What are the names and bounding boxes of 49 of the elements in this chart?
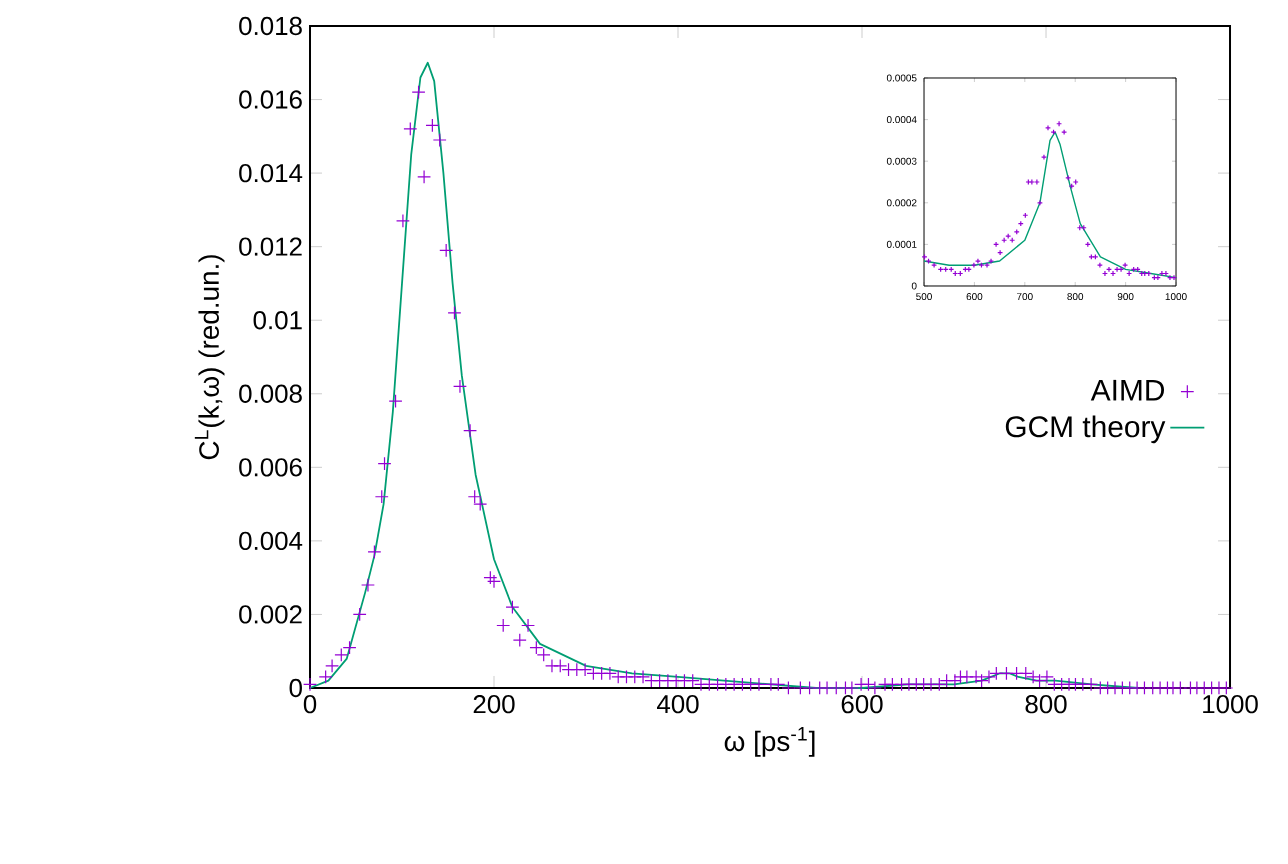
point (1050, 129, 1057, 136)
point (925, 258, 932, 265)
point (921, 253, 928, 260)
legend-label: GCM theory (1005, 415, 1166, 444)
point (1088, 253, 1095, 260)
point (1122, 262, 1129, 269)
point (1033, 179, 1040, 185)
point (1166, 274, 1173, 281)
y-tick-label: 0.014 (239, 163, 303, 183)
y-tick-label: 0.006 (239, 458, 302, 477)
y-tick-label: 0.002 (239, 605, 302, 624)
point (1045, 124, 1051, 131)
x-tick-label: 0 (303, 695, 317, 714)
point (1072, 179, 1079, 185)
point (1040, 154, 1047, 161)
y-tick-label: 0.012 (239, 237, 302, 256)
point (1061, 129, 1068, 136)
y-tick-label: 0.008 (239, 384, 302, 403)
y-tick-label: 0.018 (239, 16, 302, 36)
point (1036, 199, 1043, 206)
point (1101, 270, 1108, 277)
x-tick-label: 600 (841, 695, 883, 714)
x-tick-label: 800 (1025, 695, 1067, 714)
y-tick-label: 0.004 (239, 531, 303, 551)
legend-label: AIMD (1090, 379, 1165, 401)
point (1056, 120, 1063, 127)
x-axis-title: ω [ps$^{-1}$] (724, 727, 815, 757)
x-tick-label: 1000 (1203, 695, 1258, 714)
point (1158, 270, 1165, 277)
point (1110, 270, 1117, 277)
point (1118, 266, 1125, 273)
point (1096, 262, 1103, 269)
point (984, 262, 991, 269)
point (970, 262, 977, 269)
point (1013, 228, 1020, 235)
point (1001, 237, 1008, 244)
point (1092, 253, 1099, 260)
point (1114, 266, 1121, 273)
x-tick-label: 400 (656, 695, 699, 714)
y-tick-label: 0.01 (253, 311, 302, 330)
y-axis-title: C$^{L}$(k,ω) (red.un.) (194, 255, 225, 460)
line-series (923, 131, 1177, 279)
point (997, 249, 1004, 256)
point (993, 241, 1000, 248)
point (1105, 266, 1112, 273)
y-tick-label: 0.016 (239, 90, 302, 109)
y-tick-label: 0 (289, 678, 302, 698)
point (931, 262, 938, 269)
x-tick-label: 200 (473, 695, 515, 714)
